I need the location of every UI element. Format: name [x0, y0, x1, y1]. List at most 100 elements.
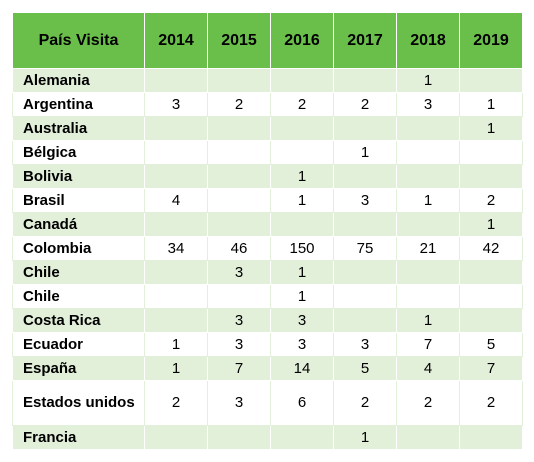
country-cell: Australia: [12, 116, 145, 141]
visits-table-container: País Visita 2014 2015 2016 2017 2018 201…: [12, 12, 523, 450]
country-cell: Brasil: [12, 188, 145, 213]
value-cell: 7: [459, 356, 523, 381]
value-cell: 34: [144, 236, 208, 261]
value-cell: [333, 116, 397, 141]
value-cell: [207, 425, 271, 450]
table-row: Bélgica 1: [12, 140, 523, 165]
value-cell: [270, 425, 334, 450]
value-cell: [270, 68, 334, 93]
value-cell: [333, 284, 397, 309]
value-cell: 7: [396, 332, 460, 357]
value-cell: [144, 116, 208, 141]
value-cell: 75: [333, 236, 397, 261]
value-cell: 46: [207, 236, 271, 261]
country-cell: Estados unidos: [12, 380, 145, 426]
value-cell: 1: [459, 212, 523, 237]
value-cell: 2: [459, 188, 523, 213]
value-cell: [207, 116, 271, 141]
country-cell: Ecuador: [12, 332, 145, 357]
value-cell: 21: [396, 236, 460, 261]
value-cell: [396, 284, 460, 309]
table-row: Estados unidos 2 3 6 2 2 2: [12, 380, 523, 426]
value-cell: 1: [459, 92, 523, 117]
value-cell: [207, 164, 271, 189]
value-cell: 7: [207, 356, 271, 381]
value-cell: [270, 116, 334, 141]
country-cell: Canadá: [12, 212, 145, 237]
value-cell: [270, 212, 334, 237]
value-cell: [459, 140, 523, 165]
country-cell: Bolivia: [12, 164, 145, 189]
country-cell: Chile: [12, 284, 145, 309]
table-row: Alemania 1: [12, 68, 523, 93]
header-year: 2014: [144, 12, 208, 69]
table-row: Francia 1: [12, 425, 523, 450]
value-cell: 4: [396, 356, 460, 381]
header-year: 2016: [270, 12, 334, 69]
value-cell: [207, 140, 271, 165]
value-cell: [459, 68, 523, 93]
value-cell: 3: [396, 92, 460, 117]
value-cell: [144, 164, 208, 189]
table-row: Brasil 4 1 3 1 2: [12, 188, 523, 213]
value-cell: [459, 425, 523, 450]
table-row: Argentina 3 2 2 2 3 1: [12, 92, 523, 117]
header-year: 2019: [459, 12, 523, 69]
value-cell: [207, 212, 271, 237]
value-cell: 1: [459, 116, 523, 141]
value-cell: [207, 68, 271, 93]
value-cell: [144, 260, 208, 285]
value-cell: [396, 140, 460, 165]
table-row: Bolivia 1: [12, 164, 523, 189]
value-cell: 2: [459, 380, 523, 426]
value-cell: [144, 140, 208, 165]
value-cell: 1: [396, 308, 460, 333]
table-row: Chile 3 1: [12, 260, 523, 285]
value-cell: [207, 284, 271, 309]
value-cell: 4: [144, 188, 208, 213]
value-cell: [144, 308, 208, 333]
visits-table: País Visita 2014 2015 2016 2017 2018 201…: [12, 12, 523, 450]
value-cell: 2: [333, 380, 397, 426]
value-cell: [333, 212, 397, 237]
value-cell: 3: [333, 332, 397, 357]
value-cell: 5: [459, 332, 523, 357]
table-row: Colombia 34 46 150 75 21 42: [12, 236, 523, 261]
value-cell: 150: [270, 236, 334, 261]
value-cell: 3: [144, 92, 208, 117]
value-cell: 1: [270, 284, 334, 309]
header-year: 2018: [396, 12, 460, 69]
country-cell: Bélgica: [12, 140, 145, 165]
value-cell: 3: [333, 188, 397, 213]
value-cell: 1: [144, 356, 208, 381]
value-cell: 1: [270, 260, 334, 285]
value-cell: [396, 425, 460, 450]
table-body: Alemania 1 Argentina 3 2 2 2 3 1 Australia 1 Bélgic…: [12, 68, 523, 450]
header-year: 2017: [333, 12, 397, 69]
country-cell: Argentina: [12, 92, 145, 117]
value-cell: [333, 164, 397, 189]
value-cell: 42: [459, 236, 523, 261]
value-cell: 2: [144, 380, 208, 426]
value-cell: [459, 284, 523, 309]
value-cell: [270, 140, 334, 165]
header-country: País Visita: [12, 12, 145, 69]
value-cell: 1: [333, 425, 397, 450]
value-cell: 2: [207, 92, 271, 117]
header-row: País Visita 2014 2015 2016 2017 2018 201…: [12, 12, 523, 69]
table-row: España 1 7 14 5 4 7: [12, 356, 523, 381]
value-cell: 3: [207, 380, 271, 426]
value-cell: 3: [270, 308, 334, 333]
value-cell: [396, 260, 460, 285]
country-cell: Colombia: [12, 236, 145, 261]
value-cell: 1: [270, 164, 334, 189]
value-cell: [459, 164, 523, 189]
value-cell: [333, 260, 397, 285]
value-cell: [207, 188, 271, 213]
value-cell: 3: [270, 332, 334, 357]
value-cell: [144, 425, 208, 450]
value-cell: 2: [270, 92, 334, 117]
value-cell: [396, 164, 460, 189]
value-cell: 1: [396, 68, 460, 93]
value-cell: 1: [333, 140, 397, 165]
